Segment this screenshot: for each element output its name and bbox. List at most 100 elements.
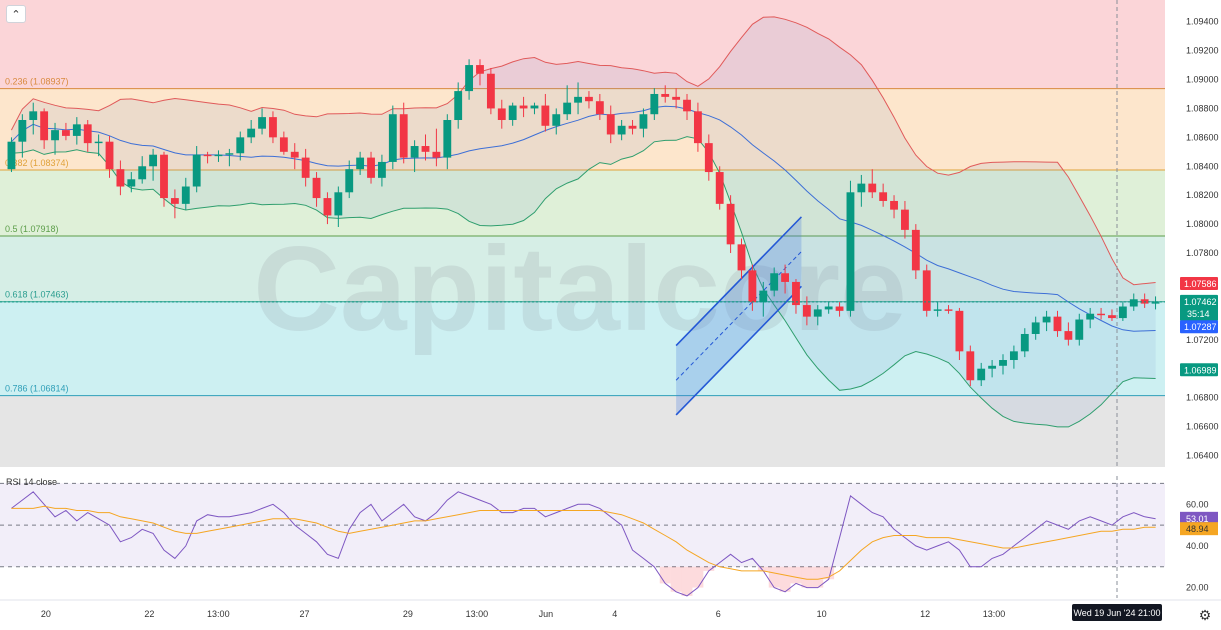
- candle: [508, 105, 517, 121]
- time-axis-tick: 4: [612, 609, 617, 619]
- price-axis-tick: 1.07800: [1186, 248, 1219, 258]
- candle: [944, 309, 953, 311]
- candle: [1086, 313, 1095, 320]
- candle: [911, 229, 920, 271]
- candle: [323, 198, 332, 216]
- candle: [1009, 351, 1018, 361]
- rsi-ma-value-box: [1180, 522, 1218, 536]
- price-axis-tick: 1.09000: [1186, 75, 1219, 85]
- candle: [247, 128, 256, 138]
- candle: [279, 137, 288, 152]
- time-axis-tick: 29: [403, 609, 413, 619]
- candle: [650, 93, 659, 115]
- candle: [258, 117, 266, 129]
- candle: [748, 270, 757, 303]
- candle: [290, 151, 299, 158]
- rsi-ma-value-label: 48.94: [1186, 524, 1209, 534]
- fib-level-label: 0.382 (1.08374): [5, 158, 69, 168]
- rsi-band-fill: [0, 483, 1165, 567]
- candle: [1064, 331, 1073, 340]
- candle: [1020, 333, 1029, 352]
- rsi-oversold-fill: [681, 566, 693, 596]
- candle: [236, 137, 245, 154]
- candle: [966, 351, 975, 381]
- candle: [955, 310, 964, 352]
- regression-channel-fill: [676, 216, 802, 415]
- countdown-label: 35:14: [1187, 309, 1210, 319]
- time-axis-tick: 13:00: [983, 609, 1006, 619]
- fib-level-label: 0.236 (1.08937): [5, 77, 69, 87]
- channel-lower-line[interactable]: [675, 285, 802, 416]
- price-axis-tick: 1.09200: [1186, 46, 1219, 56]
- candle: [192, 154, 201, 187]
- channel-upper-line[interactable]: [675, 216, 802, 347]
- fib-zone-5: [0, 395, 1165, 467]
- rsi-oversold-fill: [768, 566, 780, 588]
- rsi-oversold-fill: [801, 566, 813, 588]
- price-axis-tick: 1.06600: [1186, 422, 1219, 432]
- rsi-axis-tick: 20.00: [1186, 583, 1209, 593]
- candle: [759, 290, 768, 303]
- candle: [29, 111, 38, 121]
- candle: [1151, 302, 1160, 304]
- cursor-time-label: Wed 19 Jun '24 21:00: [1073, 608, 1160, 618]
- candle: [770, 273, 779, 291]
- candle: [802, 305, 811, 317]
- time-axis-tick: 13:00: [466, 609, 489, 619]
- candle: [704, 143, 713, 173]
- candle: [421, 146, 430, 152]
- candle: [432, 151, 441, 158]
- candle: [203, 154, 212, 157]
- price-label-box: [1180, 294, 1218, 321]
- candle: [552, 114, 561, 126]
- candle: [443, 120, 452, 158]
- rsi-title: RSI 14 close: [6, 477, 57, 487]
- time-axis-tick: 6: [716, 609, 721, 619]
- bollinger-upper-band: [10, 16, 1156, 286]
- rsi-oversold-fill: [703, 566, 715, 571]
- candle: [476, 65, 484, 74]
- rsi-oversold-fill: [779, 566, 791, 592]
- candle: [574, 96, 582, 103]
- candle: [857, 183, 866, 193]
- fib-level-label: 0.5 (1.07918): [5, 224, 59, 234]
- candle: [62, 130, 70, 136]
- time-axis-tick: 20: [41, 609, 51, 619]
- candle: [661, 93, 670, 97]
- price-axis-tick: 1.08800: [1186, 103, 1219, 113]
- chevron-up-icon: ⌃: [11, 9, 21, 21]
- candle: [585, 96, 593, 102]
- time-axis-tick: 27: [300, 609, 310, 619]
- rsi-oversold-fill: [670, 566, 682, 592]
- settings-button[interactable]: ⚙: [1196, 606, 1214, 624]
- time-axis-tick: 13:00: [207, 609, 230, 619]
- candle: [454, 91, 463, 121]
- candle: [105, 141, 114, 170]
- rsi-ma-line: [11, 505, 1156, 580]
- candle: [1031, 322, 1040, 334]
- price-label: 1.07586: [1184, 279, 1217, 289]
- price-axis-tick: 1.06800: [1186, 393, 1219, 403]
- price-axis-tick: 1.08400: [1186, 161, 1219, 171]
- candle: [672, 96, 681, 100]
- price-axis-tick: 1.08600: [1186, 132, 1219, 142]
- candle: [595, 101, 604, 115]
- rsi-oversold-fill: [692, 566, 704, 588]
- candle: [1108, 315, 1116, 319]
- candle: [127, 179, 136, 187]
- rsi-value-label: 53.01: [1186, 514, 1209, 524]
- candle: [83, 124, 92, 144]
- price-label: 1.07287: [1184, 322, 1217, 332]
- fib-zone-0: [0, 0, 1165, 89]
- candle: [51, 130, 59, 141]
- candle: [40, 111, 49, 141]
- channel-mid-line: [675, 251, 802, 381]
- time-axis-tick: 22: [144, 609, 154, 619]
- bollinger-lower-band: [11, 136, 1156, 428]
- candle: [1075, 319, 1084, 340]
- collapse-button[interactable]: ⌃: [6, 5, 26, 23]
- candle: [519, 105, 528, 109]
- fib-level-label: 0.786 (1.06814): [5, 384, 69, 394]
- candle: [922, 270, 931, 311]
